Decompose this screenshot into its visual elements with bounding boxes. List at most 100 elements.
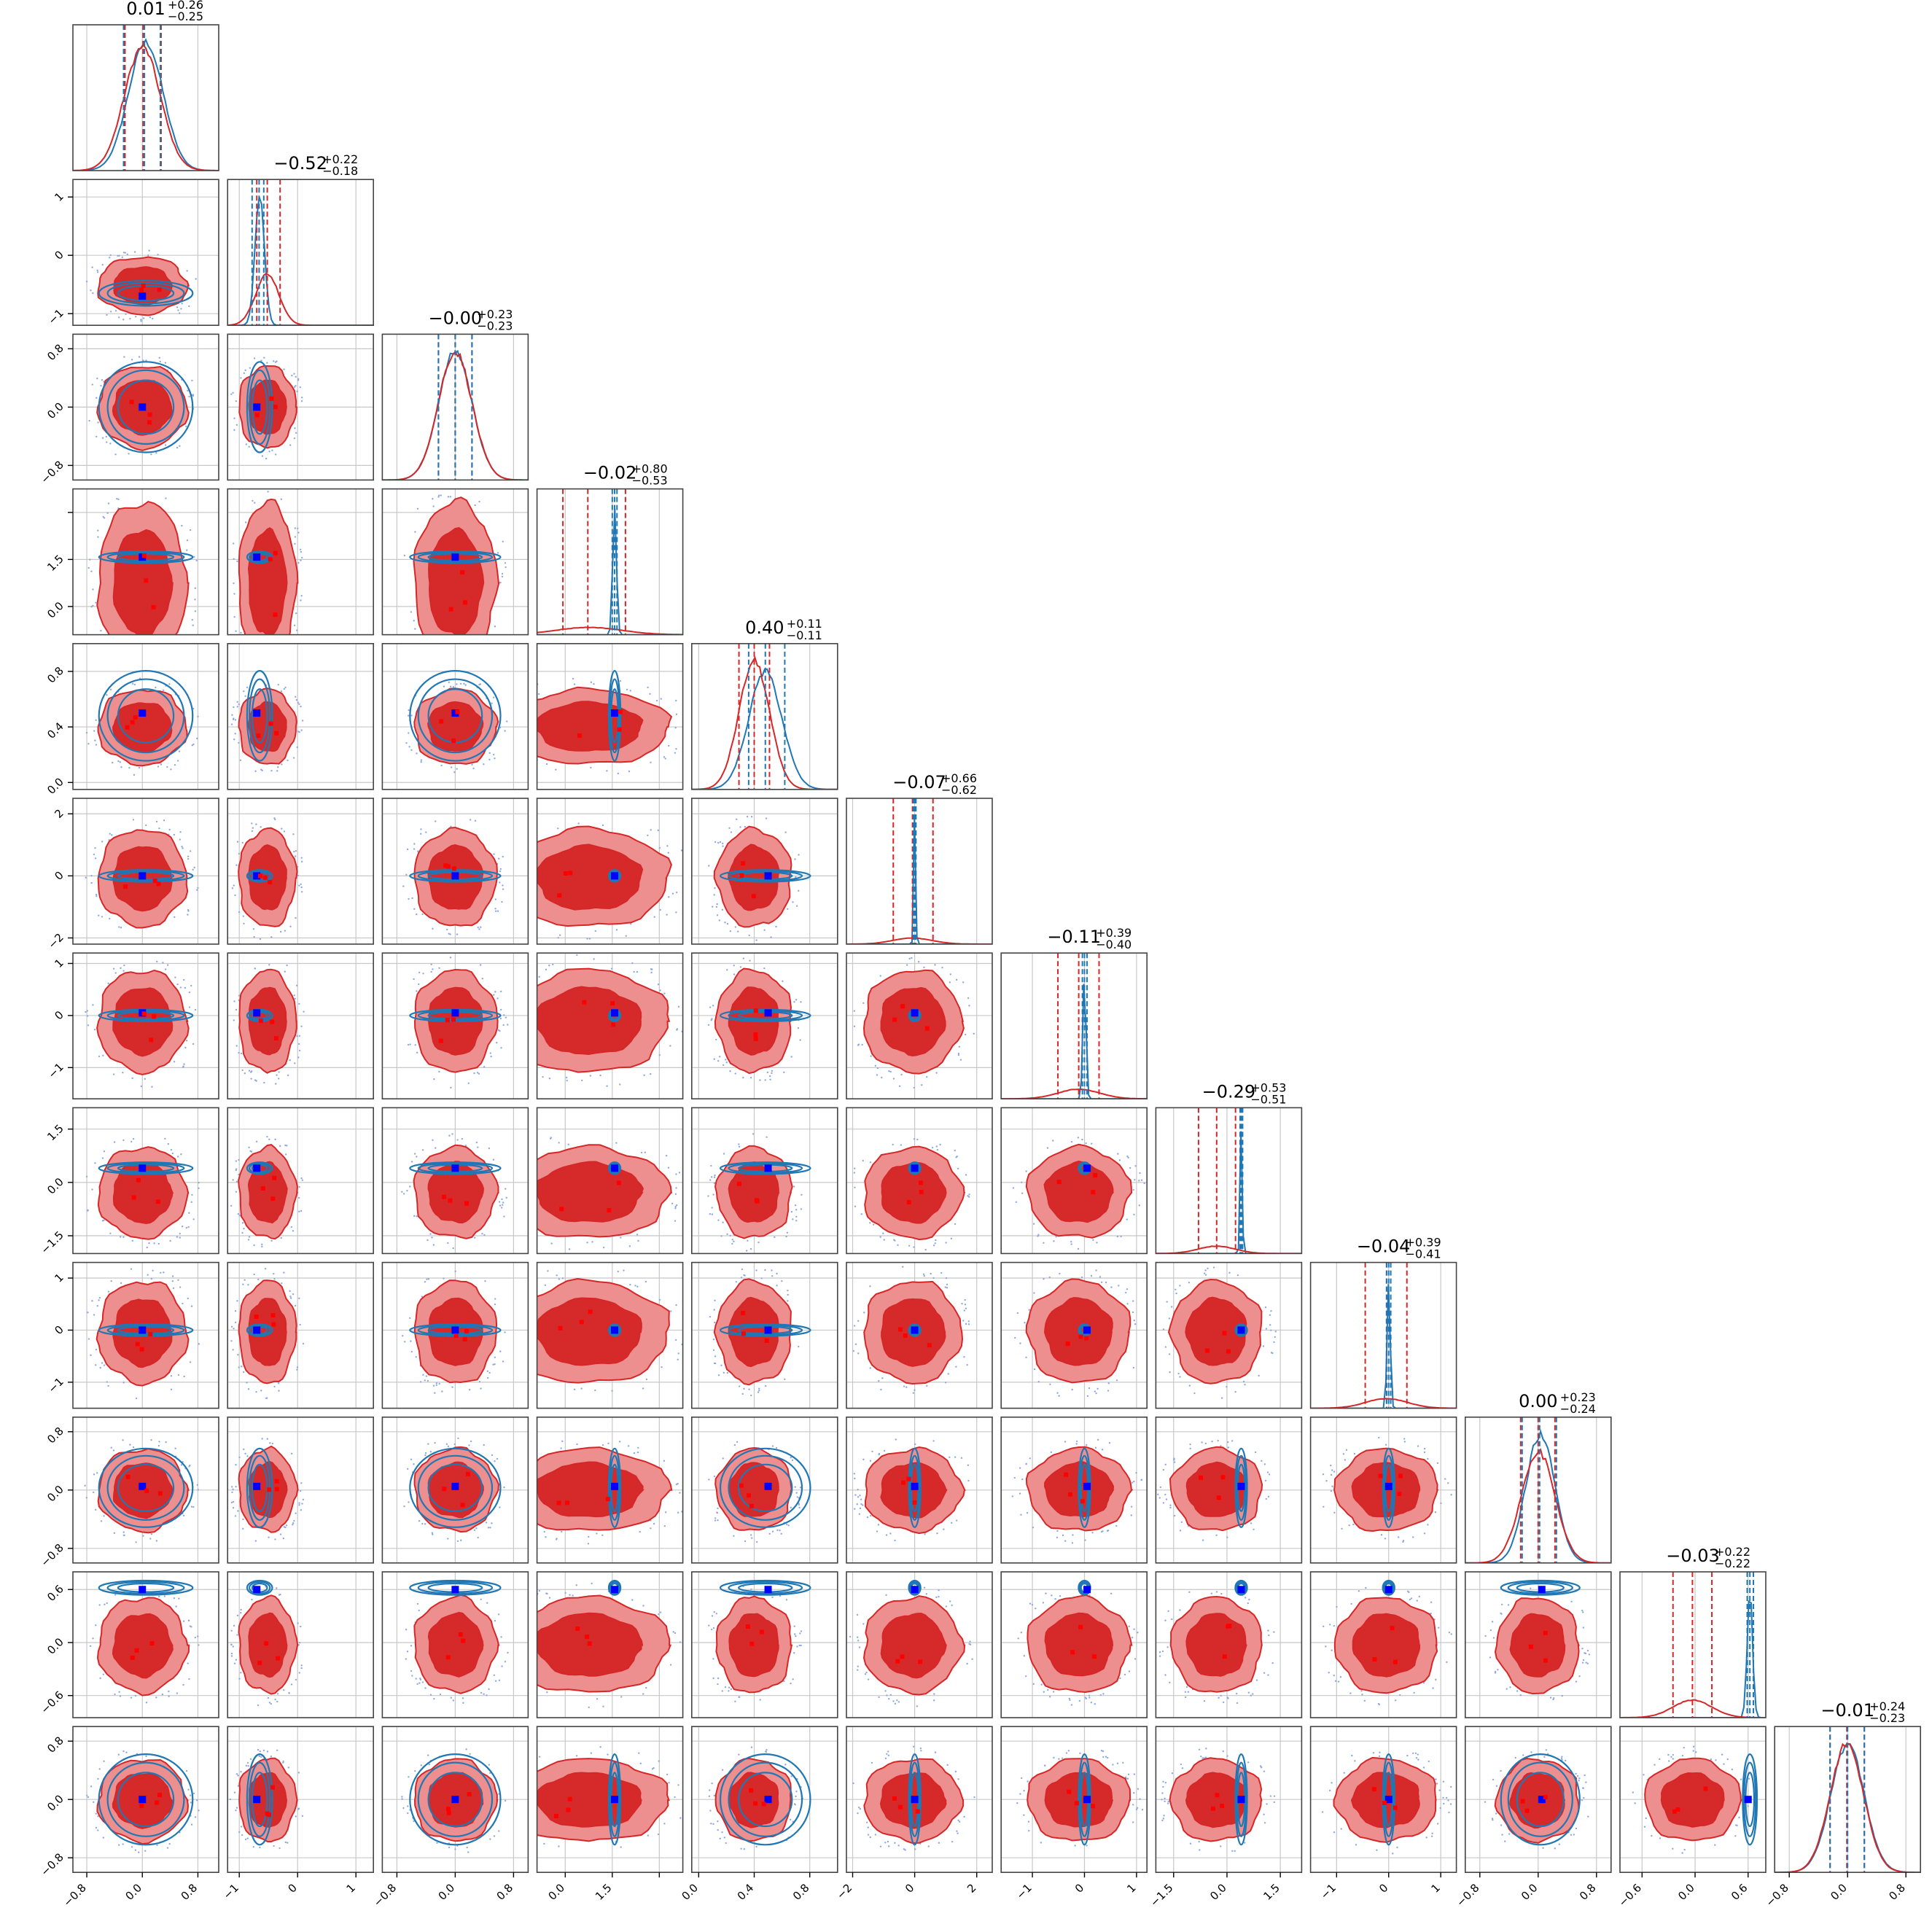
sample-point (1250, 1694, 1253, 1697)
sample-point (113, 1141, 116, 1143)
sample-point (1672, 1847, 1674, 1850)
sample-point (561, 1440, 564, 1443)
sample-point (122, 252, 125, 254)
sample-point (965, 1307, 967, 1309)
sample-point (91, 1188, 93, 1191)
sample-point (92, 604, 94, 607)
x-tick-label: −0.6 (1616, 1881, 1644, 1909)
sample-point (736, 818, 738, 820)
sample-point (469, 819, 472, 821)
sample-point (1161, 1819, 1164, 1822)
sample-point (101, 379, 104, 381)
sample-point (295, 1678, 297, 1681)
sample-point (1489, 1629, 1492, 1632)
red-marker (273, 550, 278, 556)
sample-point (178, 1597, 180, 1600)
sample-point (755, 1540, 758, 1543)
sample-point (675, 1173, 677, 1175)
red-marker (458, 1632, 463, 1637)
sample-point (1334, 1680, 1337, 1682)
red-marker (272, 1175, 277, 1180)
sample-point (863, 1312, 865, 1314)
red-marker (274, 1479, 279, 1484)
sample-point (1500, 1769, 1502, 1772)
contour-blue-2 (409, 550, 502, 564)
sample-point (168, 1842, 171, 1845)
sample-point (1088, 1694, 1091, 1697)
sample-point (456, 683, 458, 685)
panel-10-10: −0.03+0.22−0.22 (1619, 1545, 1767, 1718)
sample-point (542, 1075, 544, 1078)
sample-point (709, 1179, 712, 1181)
red-marker (563, 871, 568, 876)
sample-point (1215, 1534, 1218, 1537)
sample-point (1643, 1774, 1645, 1776)
sample-point (1070, 1140, 1073, 1143)
panel-frame (227, 952, 375, 1099)
sample-point (234, 894, 236, 897)
sample-point (426, 1239, 429, 1242)
sample-point (916, 1138, 919, 1141)
sample-point (405, 1658, 407, 1660)
sample-point (109, 688, 112, 691)
sample-point (1204, 1269, 1207, 1271)
sample-point (410, 1350, 413, 1353)
truth-marker (911, 1482, 919, 1490)
sample-point (235, 1809, 237, 1812)
sample-point (438, 494, 440, 496)
panel-7-4 (690, 1107, 838, 1255)
panel-frame (690, 1417, 838, 1564)
contour-blue-1 (908, 1324, 921, 1336)
sample-point (713, 1058, 715, 1060)
sample-point (880, 1388, 882, 1391)
sample-point (1384, 1444, 1387, 1446)
sample-point (1336, 1605, 1338, 1608)
red-marker (465, 1471, 470, 1476)
sample-point (500, 1047, 502, 1049)
sample-point (1582, 1659, 1585, 1662)
sample-point (588, 1535, 590, 1538)
sample-point (607, 1753, 609, 1756)
sample-point (284, 970, 286, 973)
sample-point (192, 743, 195, 746)
sample-point (271, 449, 273, 451)
sample-point (523, 1687, 524, 1688)
sample-point (717, 1683, 719, 1686)
red-marker (267, 1487, 272, 1492)
sample-point (195, 1799, 198, 1801)
truth-marker (1538, 1586, 1546, 1594)
sample-point (491, 702, 493, 704)
sample-point (94, 847, 96, 849)
sample-point (759, 1699, 761, 1701)
sample-point (98, 1604, 101, 1606)
sample-point (1023, 1814, 1025, 1816)
sample-point (786, 1523, 788, 1526)
sample-point (731, 1242, 733, 1245)
sample-point (689, 887, 690, 889)
sample-point (710, 1019, 712, 1021)
sample-point (1070, 1241, 1072, 1243)
sample-point (190, 1801, 192, 1804)
sample-point (748, 934, 750, 937)
sample-point (300, 1509, 303, 1511)
sample-point (1268, 1634, 1270, 1637)
sample-point (1399, 1694, 1401, 1697)
sample-point (294, 1062, 296, 1064)
sample-point (167, 1142, 169, 1145)
sample-point (488, 1764, 491, 1766)
panel-frame (72, 1107, 219, 1255)
sample-point (1134, 1323, 1137, 1325)
sample-point (410, 714, 413, 717)
title-plus: +0.66 (941, 771, 977, 785)
contour-blue-1 (728, 1162, 803, 1175)
sample-point (1059, 1594, 1062, 1597)
sample-point (95, 1364, 97, 1366)
sample-point (1447, 1482, 1449, 1484)
sample-point (1417, 1753, 1419, 1756)
sample-point (171, 1275, 174, 1277)
sample-point (675, 713, 678, 715)
sample-point (427, 1443, 429, 1445)
sample-point (1162, 1780, 1164, 1783)
sample-point (300, 1667, 303, 1670)
sample-point (120, 1282, 122, 1285)
